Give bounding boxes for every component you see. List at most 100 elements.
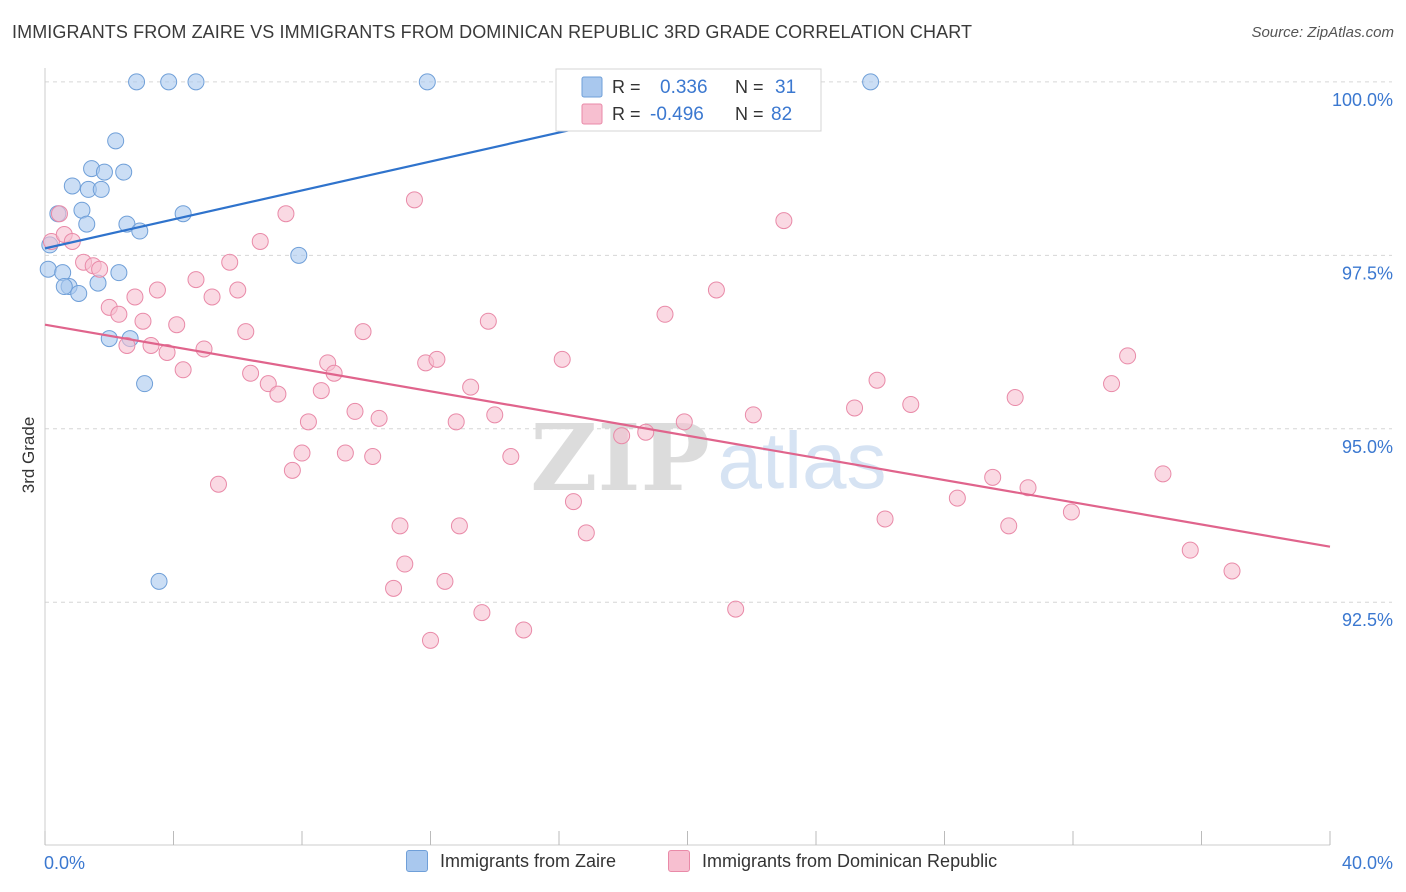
data-point-zaire xyxy=(39,260,57,278)
data-point-dr xyxy=(450,517,468,535)
data-point-dr xyxy=(846,399,864,417)
data-point-dr xyxy=(1103,375,1121,393)
data-point-dr xyxy=(221,253,239,271)
data-point-zaire xyxy=(63,177,81,195)
data-point-dr xyxy=(168,316,186,334)
data-point-dr xyxy=(312,382,330,400)
data-point-zaire xyxy=(160,73,178,91)
data-point-dr xyxy=(293,444,311,462)
data-point-dr xyxy=(868,371,886,389)
legend-r-value-dr: -0.496 xyxy=(650,104,704,125)
data-point-dr xyxy=(336,444,354,462)
data-point-dr xyxy=(436,572,454,590)
points-layer xyxy=(39,73,1241,649)
data-point-zaire xyxy=(862,73,880,91)
data-point-dr xyxy=(428,350,446,368)
y-tick-label: 92.5% xyxy=(1342,610,1393,630)
data-point-dr xyxy=(126,288,144,306)
data-point-dr xyxy=(613,427,631,445)
data-point-dr xyxy=(251,232,269,250)
data-point-dr xyxy=(876,510,894,528)
data-point-dr xyxy=(553,350,571,368)
stats-legend: R = 0.336 N = 31 R = -0.496 N = 82 xyxy=(555,68,822,132)
legend-item-dr[interactable]: Immigrants from Dominican Republic xyxy=(668,850,997,872)
data-point-dr xyxy=(299,413,317,431)
data-point-zaire xyxy=(115,163,133,181)
data-point-dr xyxy=(259,375,277,393)
data-point-dr xyxy=(1119,347,1137,365)
data-point-dr xyxy=(237,323,255,341)
watermark: ZIP atlas xyxy=(530,404,886,512)
legend-label-zaire: Immigrants from Zaire xyxy=(440,850,617,871)
data-point-dr xyxy=(209,475,227,493)
series-legend: Immigrants from Zaire Immigrants from Do… xyxy=(0,850,1406,880)
data-point-dr xyxy=(479,312,497,330)
data-point-dr xyxy=(656,305,674,323)
data-point-dr xyxy=(174,361,192,379)
data-point-dr xyxy=(462,378,480,396)
data-point-dr xyxy=(364,448,382,465)
legend-swatch-dr-bottom xyxy=(668,850,690,872)
data-point-dr xyxy=(354,323,372,341)
data-point-dr xyxy=(134,312,152,330)
data-point-dr xyxy=(984,468,1002,486)
legend-label-dr: Immigrants from Dominican Republic xyxy=(702,850,998,871)
data-point-dr xyxy=(1154,465,1172,483)
data-point-dr xyxy=(229,281,247,299)
data-point-dr xyxy=(1006,389,1024,407)
data-point-dr xyxy=(577,524,595,542)
data-point-dr xyxy=(515,621,533,639)
legend-n-value-zaire: 31 xyxy=(775,77,796,98)
legend-item-zaire[interactable]: Immigrants from Zaire xyxy=(406,850,616,872)
data-point-dr xyxy=(447,413,465,431)
data-point-dr xyxy=(142,337,160,354)
data-point-zaire xyxy=(107,132,125,150)
data-point-dr xyxy=(1223,562,1241,580)
data-point-dr xyxy=(91,260,109,278)
data-point-zaire xyxy=(136,375,154,393)
data-point-zaire xyxy=(418,73,436,91)
data-point-dr xyxy=(148,281,166,299)
data-point-dr xyxy=(50,205,68,223)
legend-n-label-zaire: N = xyxy=(735,77,764,97)
x-tick-label: 0.0% xyxy=(44,853,85,873)
data-point-zaire xyxy=(95,163,113,181)
data-point-dr xyxy=(118,337,136,354)
data-point-dr xyxy=(422,631,439,649)
data-point-zaire xyxy=(150,572,168,590)
data-point-dr xyxy=(902,395,920,413)
data-point-dr xyxy=(564,493,582,511)
data-point-zaire xyxy=(128,73,146,91)
legend-r-label-zaire: R = xyxy=(612,77,641,97)
data-point-dr xyxy=(242,364,260,382)
data-point-dr xyxy=(1019,479,1037,497)
y-tick-label: 100.0% xyxy=(1332,90,1393,110)
data-point-dr xyxy=(396,555,414,573)
data-point-dr xyxy=(727,600,745,618)
data-point-dr xyxy=(744,406,762,424)
data-point-zaire xyxy=(78,215,96,233)
data-point-zaire xyxy=(100,330,118,348)
data-point-zaire xyxy=(70,284,88,302)
data-point-dr xyxy=(948,489,966,507)
trend-line-dr xyxy=(44,323,1331,548)
data-point-zaire xyxy=(110,264,128,282)
legend-n-label-dr: N = xyxy=(735,104,764,124)
data-point-zaire xyxy=(187,73,205,91)
legend-r-label-dr: R = xyxy=(612,104,641,124)
data-point-dr xyxy=(707,281,725,299)
watermark-atlas: atlas xyxy=(718,416,887,505)
legend-swatch-dr xyxy=(581,103,603,125)
x-tick-label: 40.0% xyxy=(1342,853,1393,873)
y-tick-label: 97.5% xyxy=(1342,263,1393,283)
data-point-dr xyxy=(203,288,221,306)
chart-title: IMMIGRANTS FROM ZAIRE VS IMMIGRANTS FROM… xyxy=(12,22,973,42)
tick-labels: 100.0% 97.5% 95.0% 92.5% 0.0% 40.0% xyxy=(44,90,1393,873)
data-point-dr xyxy=(473,604,491,622)
data-point-dr xyxy=(277,205,295,223)
legend-swatch-zaire-bottom xyxy=(406,850,428,872)
y-tick-label: 95.0% xyxy=(1342,437,1393,457)
data-point-dr xyxy=(385,579,403,597)
y-axis-label: 3rd Grade xyxy=(19,417,38,494)
